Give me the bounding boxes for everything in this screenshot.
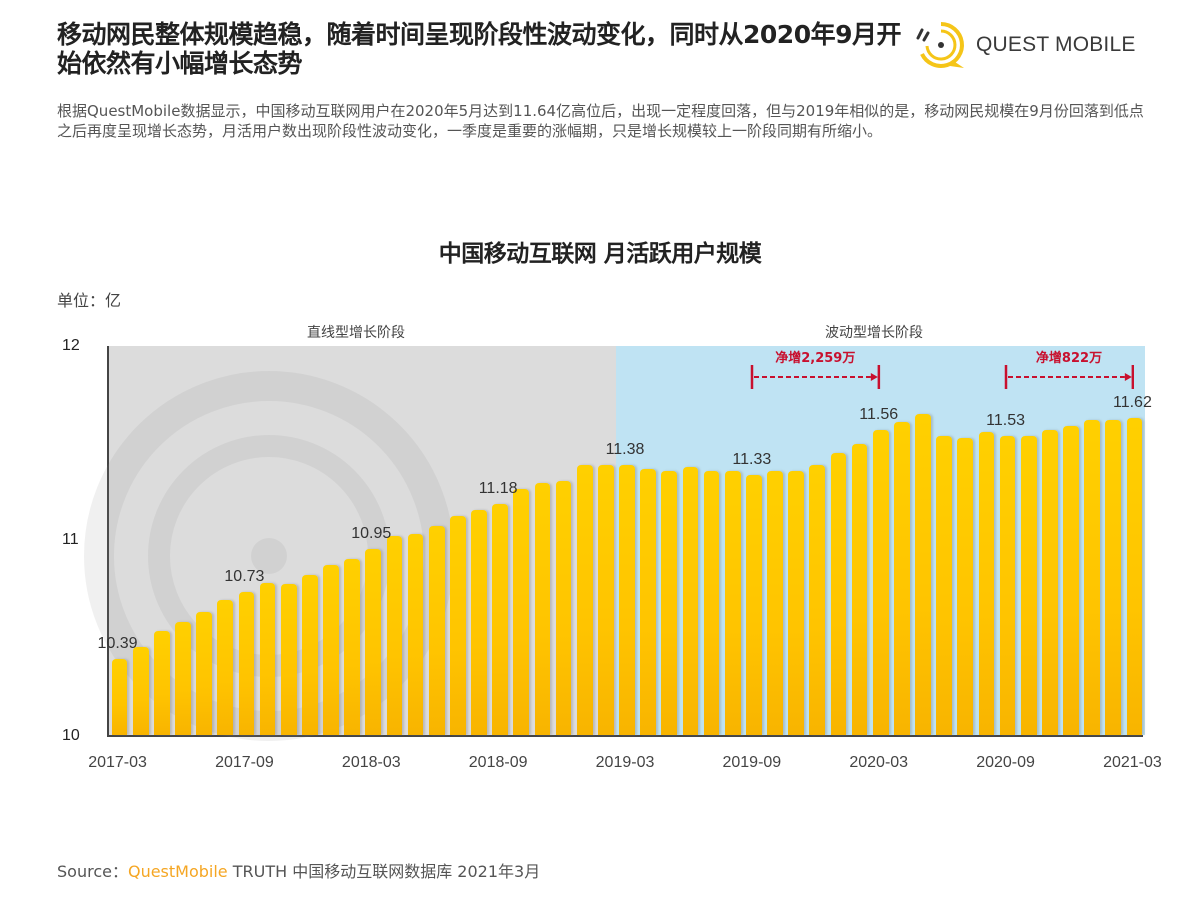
net-increase-arrow-icon — [1004, 365, 1134, 389]
bar-2017-09 — [238, 592, 255, 735]
bar-2019-11 — [788, 471, 804, 735]
bar-2017-11 — [280, 584, 297, 735]
bar-2018-05 — [407, 533, 424, 735]
logo: QUEST MOBILE — [908, 16, 1136, 74]
bar-2021-02 — [1105, 420, 1122, 735]
bar-series — [109, 346, 1143, 735]
bar-2019-12 — [809, 465, 826, 735]
bar-2019-08 — [724, 471, 741, 735]
bar-2017-03 — [111, 658, 128, 735]
y-tick-11: 11 — [62, 531, 79, 548]
bar-2021-03 — [1126, 418, 1143, 735]
bar-2019-03 — [619, 465, 635, 735]
bar-2020-04 — [894, 422, 910, 735]
value-label: 11.56 — [859, 406, 899, 424]
source-rest: TRUTH 中国移动互联网数据库 2021年3月 — [227, 862, 541, 881]
x-tick: 2019-09 — [722, 754, 782, 771]
phase-label-linear: 直线型增长阶段 — [307, 325, 405, 341]
x-tick: 2019-03 — [595, 754, 655, 771]
bar-2018-01 — [323, 564, 339, 735]
x-tick: 2017-09 — [215, 754, 274, 771]
x-tick: 2020-03 — [849, 754, 909, 771]
bar-2019-02 — [598, 465, 614, 735]
value-label: 11.18 — [478, 480, 518, 498]
bar-2019-10 — [767, 471, 783, 735]
bar-2017-05 — [154, 631, 170, 735]
logo-text: QUEST MOBILE — [976, 33, 1136, 56]
value-label: 10.73 — [224, 568, 265, 586]
net-increase-arrow-icon — [750, 365, 880, 389]
bar-2020-07 — [957, 437, 974, 735]
bar-2017-06 — [175, 621, 191, 735]
bar-2018-03 — [365, 549, 382, 735]
bar-2019-05 — [661, 471, 678, 735]
bar-2019-04 — [640, 469, 656, 735]
questmobile-logo-icon — [916, 22, 964, 68]
value-label: 10.95 — [351, 525, 392, 543]
bar-2020-03 — [872, 430, 889, 735]
unit-label: 单位：亿 — [57, 291, 122, 310]
bar-2019-07 — [703, 471, 720, 735]
bar-2017-07 — [196, 611, 212, 735]
x-tick: 2021-03 — [1103, 754, 1162, 771]
source-line: Source：QuestMobile TRUTH 中国移动互联网数据库 2021… — [57, 858, 540, 882]
bar-2020-05 — [915, 414, 931, 735]
description: 根据QuestMobile数据显示，中国移动互联网用户在2020年5月达到11.… — [57, 102, 1144, 140]
net-increase-label: 净增2,259万 — [775, 351, 856, 366]
phase-linear-background — [109, 346, 617, 735]
x-tick: 2018-03 — [341, 754, 401, 771]
bar-2019-01 — [576, 465, 593, 735]
bar-2017-08 — [217, 600, 234, 735]
bar-2018-04 — [386, 535, 403, 735]
phase-label-wave: 波动型增长阶段 — [825, 325, 923, 341]
source-prefix: Source： — [57, 862, 128, 881]
value-label: 10.39 — [97, 634, 138, 652]
bar-2018-08 — [471, 510, 487, 735]
bar-2018-06 — [428, 525, 445, 735]
bar-2018-07 — [450, 516, 466, 735]
bar-2018-09 — [492, 504, 508, 735]
bar-2019-09 — [746, 475, 762, 735]
bar-2020-11 — [1042, 430, 1058, 735]
bar-2017-10 — [259, 582, 276, 735]
value-label: 11.38 — [605, 441, 645, 459]
bar-2020-02 — [851, 443, 868, 735]
bar-2020-08 — [978, 431, 995, 735]
x-tick: 2020-09 — [976, 754, 1035, 771]
bar-2018-10 — [513, 488, 530, 735]
bar-2020-12 — [1063, 426, 1079, 735]
y-tick-12: 12 — [62, 337, 80, 354]
y-tick-10: 10 — [62, 727, 80, 744]
bar-2017-04 — [132, 647, 149, 735]
bar-2020-01 — [830, 453, 847, 735]
value-label: 11.33 — [732, 450, 772, 468]
net-increase-label: 净增822万 — [1035, 351, 1103, 366]
plot-area — [84, 346, 1145, 741]
bar-2020-09 — [999, 435, 1016, 735]
source-brand: QuestMobile — [127, 862, 228, 881]
value-label: 11.53 — [986, 411, 1025, 429]
x-tick: 2017-03 — [88, 754, 147, 771]
bar-2020-06 — [936, 435, 952, 735]
chart-title: 中国移动互联网 月活跃用户规模 — [438, 241, 762, 267]
bar-2017-12 — [302, 574, 318, 735]
bar-2018-02 — [344, 559, 360, 735]
bar-2018-11 — [534, 482, 551, 735]
headline: 移动网民整体规模趋稳，随着时间呈现阶段性波动变化，同时从2020年9月开始依然有… — [57, 20, 901, 78]
bar-2019-06 — [682, 467, 699, 735]
bar-2020-10 — [1020, 435, 1037, 735]
bar-2018-12 — [555, 480, 572, 735]
bar-2021-01 — [1084, 420, 1100, 735]
value-label: 11.62 — [1112, 394, 1152, 412]
x-tick: 2018-09 — [468, 754, 528, 771]
